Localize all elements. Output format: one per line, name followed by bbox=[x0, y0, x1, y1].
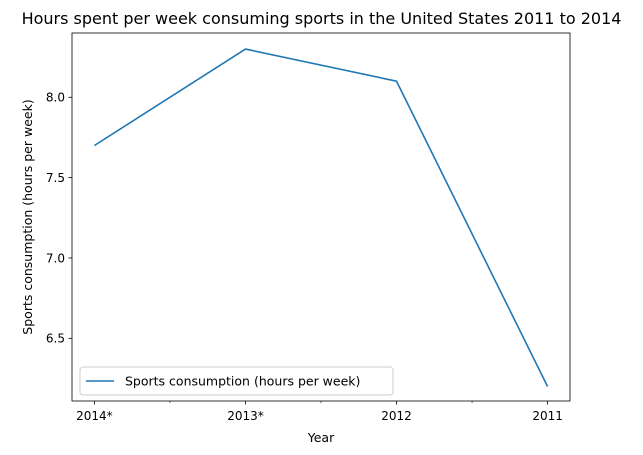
x-axis-label: Year bbox=[307, 430, 335, 445]
plot-area bbox=[71, 32, 571, 402]
legend-box bbox=[79, 366, 394, 396]
series-line bbox=[93, 48, 549, 387]
legend-label: Sports consumption (hours per week) bbox=[125, 374, 360, 389]
y-tick-label: 7.5 bbox=[46, 171, 65, 185]
x-tick-label: 2014* bbox=[76, 409, 113, 423]
y-tick-label: 6.5 bbox=[46, 332, 65, 346]
y-axis-label: Sports consumption (hours per week) bbox=[20, 99, 35, 334]
x-tick-label: 2011 bbox=[532, 409, 563, 423]
y-tick-label: 7.0 bbox=[46, 251, 65, 265]
chart-title: Hours spent per week consuming sports in… bbox=[22, 9, 622, 28]
legend: Sports consumption (hours per week) bbox=[79, 366, 394, 396]
x-tick-label: 2013* bbox=[227, 409, 264, 423]
y-tick-label: 8.0 bbox=[46, 91, 65, 105]
x-tick-label: 2012 bbox=[381, 409, 412, 423]
